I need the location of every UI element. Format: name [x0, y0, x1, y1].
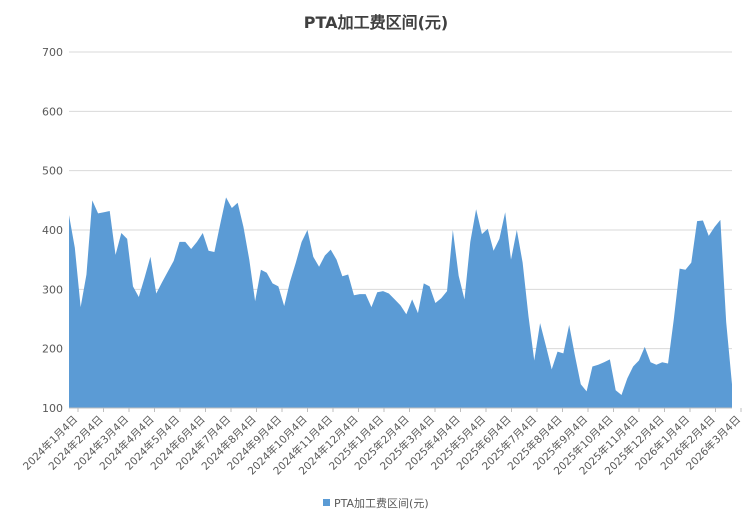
- y-tick-label: 300: [42, 283, 63, 296]
- series-area-path: [69, 197, 732, 408]
- y-tick-label: 500: [42, 165, 63, 178]
- y-tick-label: 100: [42, 402, 63, 415]
- legend: PTA加工费区间(元): [323, 497, 429, 510]
- y-tick-label: 700: [42, 46, 63, 59]
- y-axis: 100 200 300 400 500 600 700: [42, 46, 63, 415]
- y-tick-label: 600: [42, 105, 63, 118]
- legend-swatch: [323, 499, 330, 506]
- x-axis: 2024年1月4日2024年2月4日2024年3月4日2024年4月4日2024…: [20, 407, 743, 477]
- y-tick-label: 400: [42, 224, 63, 237]
- chart-title: PTA加工费区间(元): [304, 13, 448, 32]
- series-area: [69, 197, 732, 408]
- legend-label: PTA加工费区间(元): [334, 497, 429, 510]
- y-tick-label: 200: [42, 343, 63, 356]
